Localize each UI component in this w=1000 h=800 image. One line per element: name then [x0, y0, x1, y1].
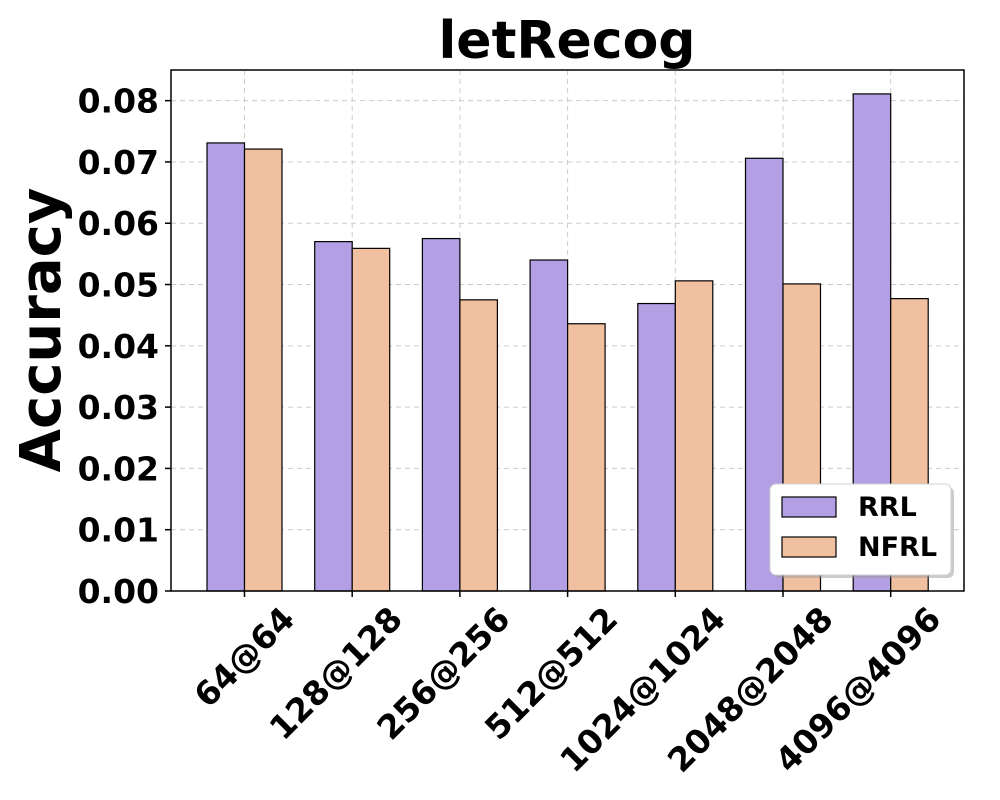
- y-ticks: 0.00 0.01 0.02 0.03 0.04 0.05 0.06 0.07 0.08: [78, 82, 171, 611]
- y-tick-label: 0.03: [78, 388, 159, 427]
- y-tick-label: 0.08: [78, 82, 159, 121]
- y-tick-label: 0.05: [78, 266, 159, 305]
- bar-nfrl-256@256: [459, 299, 498, 592]
- y-tick-label: 0.06: [78, 204, 159, 243]
- y-tick-label: 0.07: [78, 143, 159, 182]
- chart-title: letRecog: [438, 11, 695, 71]
- y-tick-label: 0.01: [78, 511, 159, 550]
- bar-nfrl-64@64: [243, 148, 283, 592]
- y-axis-label: Accuracy: [9, 188, 74, 473]
- y-tick-label: 0.04: [78, 327, 159, 366]
- legend-label-nfrl: NFRL: [858, 532, 937, 563]
- bar-rrl-64@64: [206, 142, 246, 592]
- y-tick-label: 0.00: [78, 572, 159, 611]
- bar-rrl-512@512: [529, 259, 569, 592]
- legend: RRL NFRL: [769, 483, 954, 578]
- legend-swatch-nfrl: [781, 536, 837, 558]
- bar-nfrl-128@128: [351, 247, 391, 592]
- x-ticks: 64@64128@128256@256512@5121024@10242048@…: [186, 591, 948, 780]
- y-tick-label: 0.02: [78, 449, 159, 488]
- legend-swatch-rrl: [781, 496, 837, 518]
- bar-nfrl-512@512: [566, 323, 606, 592]
- bar-nfrl-1024@1024: [674, 280, 714, 592]
- bar-rrl-128@128: [314, 241, 353, 592]
- bar-rrl-1024@1024: [637, 302, 676, 592]
- legend-label-rrl: RRL: [858, 492, 917, 523]
- bar-rrl-256@256: [421, 237, 461, 592]
